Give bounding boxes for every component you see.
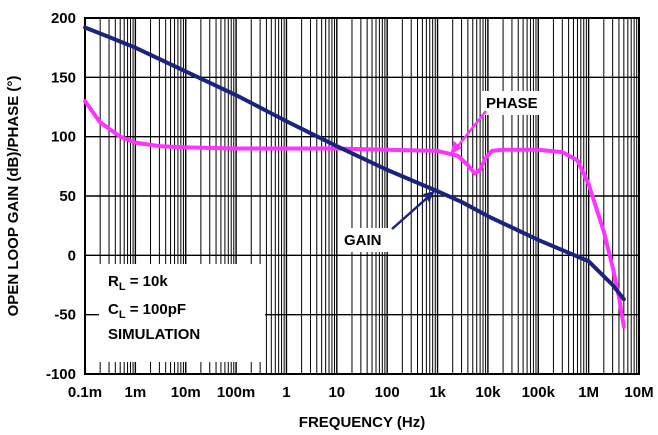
legend-cl-line: CL = 100pF bbox=[108, 301, 186, 321]
y-tick-label: 50 bbox=[59, 188, 76, 205]
gain-arrow bbox=[391, 191, 435, 230]
y-tick-label: 150 bbox=[51, 69, 76, 86]
phase-annotation: PHASE bbox=[486, 95, 538, 112]
legend-rl-r: R bbox=[108, 273, 119, 290]
phase-arrowhead bbox=[450, 141, 462, 155]
x-tick-label: 100 bbox=[375, 384, 400, 401]
x-tick-label: 1k bbox=[429, 384, 446, 401]
legend-rl-line: RL = 10k bbox=[108, 273, 168, 293]
legend-background bbox=[99, 264, 265, 362]
y-tick-labels: 200 150 100 50 0 -50 -100 bbox=[46, 10, 76, 383]
x-tick-label: 100k bbox=[522, 384, 556, 401]
plot-frame bbox=[84, 17, 640, 375]
y-tick-label: 0 bbox=[68, 247, 76, 264]
x-tick-label: 10M bbox=[624, 384, 653, 401]
x-tick-label: 100m bbox=[217, 384, 255, 401]
x-tick-label: 0.1m bbox=[68, 384, 102, 401]
legend-rl-sub: L bbox=[119, 281, 126, 293]
gain-series-line bbox=[83, 25, 626, 302]
legend-cl-value: = 100pF bbox=[126, 301, 186, 318]
y-axis-label: OPEN LOOP GAIN (dB)/PHASE (°) bbox=[5, 76, 22, 317]
gain-arrowhead bbox=[423, 191, 435, 202]
gain-annotation: GAIN bbox=[344, 232, 382, 249]
legend-simulation: SIMULATION bbox=[108, 326, 200, 343]
gain-label-background bbox=[339, 228, 395, 252]
legend-cl-c: C bbox=[108, 301, 119, 318]
x-tick-label: 1 bbox=[282, 384, 290, 401]
x-tick-label: 1M bbox=[578, 384, 599, 401]
x-tick-labels: 0.1m 1m 10m 100m 1 10 100 1k 10k 100k 1M 10M bbox=[68, 384, 654, 401]
x-tick-label: 10 bbox=[328, 384, 345, 401]
legend-rl-value: = 10k bbox=[126, 273, 169, 290]
x-axis-label: FREQUENCY (Hz) bbox=[299, 414, 425, 431]
y-tick-label: 200 bbox=[51, 10, 76, 27]
phase-arrow bbox=[450, 110, 487, 155]
x-tick-label: 10k bbox=[475, 384, 501, 401]
y-tick-label: 100 bbox=[51, 129, 76, 146]
y-tick-label: -100 bbox=[46, 366, 76, 383]
phase-label-background bbox=[481, 91, 551, 115]
y-tick-label: -50 bbox=[54, 307, 76, 324]
x-tick-label: 10m bbox=[171, 384, 201, 401]
phase-series-line bbox=[83, 99, 626, 329]
legend-box: RL = 10k CL = 100pF SIMULATION bbox=[99, 264, 265, 362]
legend-cl-sub: L bbox=[119, 309, 126, 321]
x-tick-label: 1m bbox=[125, 384, 147, 401]
